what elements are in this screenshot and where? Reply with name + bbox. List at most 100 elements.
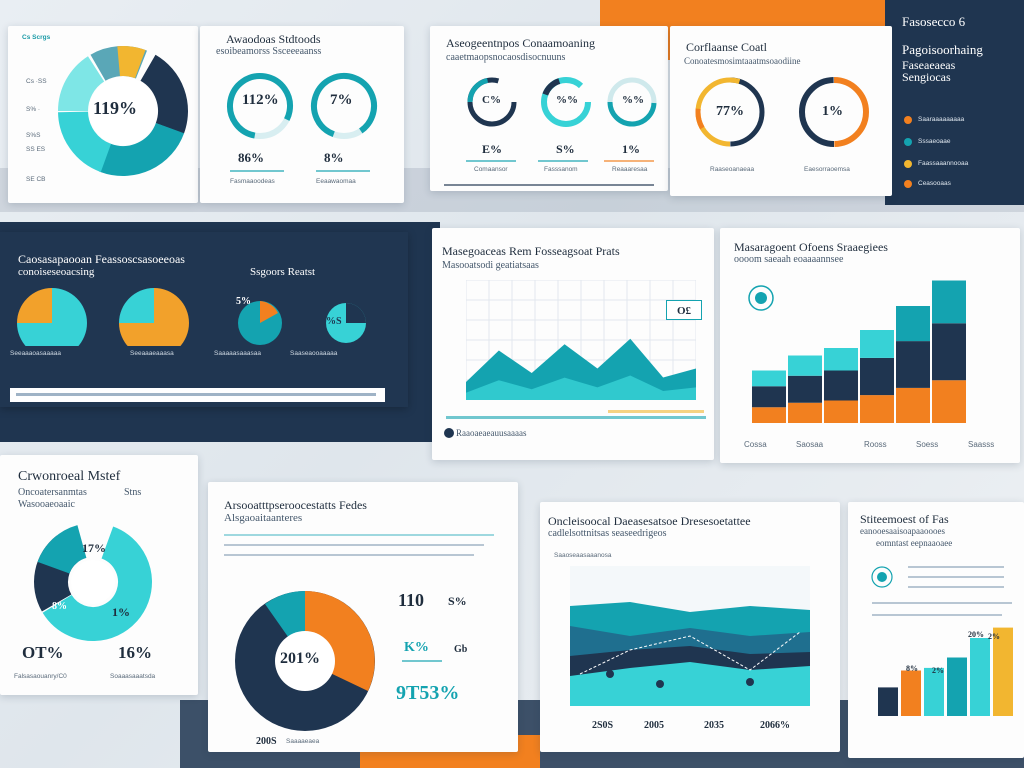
gauge-navy-value: 1% xyxy=(822,104,843,119)
ring-1 xyxy=(467,77,517,127)
radar-icon xyxy=(871,566,893,588)
stat-underline xyxy=(402,660,442,662)
stacked-area-plot xyxy=(570,566,810,706)
stat-caption-2: Soaaasaaatsda xyxy=(110,673,156,680)
card-title: Crwonroeal Mstef xyxy=(18,469,121,484)
chart-footer: Raaoaeaeauusaaaas xyxy=(456,428,527,438)
stat-gb: Gb xyxy=(454,644,468,655)
bar-segment xyxy=(896,341,930,388)
panel-subtitle-3: Sengiocas xyxy=(902,70,951,84)
small-bar xyxy=(901,670,921,716)
ring-2 xyxy=(541,76,592,127)
card-right-heading: Ssgoors Reatst xyxy=(250,266,316,278)
bar-label-1: 8% xyxy=(906,664,918,673)
card-area-chart: Masegoaceas Rem Fosseagsoat Prats Masooa… xyxy=(432,228,714,460)
gauge-left-value: 112% xyxy=(242,92,279,108)
stat-big-2: 16% xyxy=(118,643,152,662)
ring-1-value: C% xyxy=(482,94,501,106)
panel-subtitle: Pagoisoorhaing xyxy=(902,42,983,57)
card-assessment-pie: Arsooatttpseroocestatts Fedes Alsgaoaita… xyxy=(208,482,518,752)
legend-dot-orange xyxy=(904,116,912,124)
divider-left xyxy=(230,170,284,172)
card-compliance: Corflaanse Coatl Conoatesmosimtaaatmsoao… xyxy=(670,26,892,196)
bar-segment xyxy=(752,370,786,387)
footer-icon xyxy=(444,428,454,438)
x-label-3: 2035 xyxy=(704,720,724,731)
axis-bar-2 xyxy=(608,410,704,413)
text-line-3 xyxy=(224,554,474,556)
text-line-e xyxy=(872,614,1002,616)
x-label-4: 2066% xyxy=(760,720,790,731)
x-label-2: 2005 xyxy=(644,720,664,731)
bar-segment xyxy=(860,395,894,423)
x-label-5: Saasss xyxy=(968,440,995,449)
stat-k: K% xyxy=(404,640,429,655)
footer-year: 200S xyxy=(256,736,277,747)
ring-1-stat: E% xyxy=(482,142,503,156)
card-subtitle: eanooesaaisoapaaoooes xyxy=(860,526,945,536)
card-title: Stiteemoest of Fas xyxy=(860,512,949,526)
pie-1-caption: Seeaaaoasaaaaa xyxy=(10,350,61,357)
target-icon xyxy=(748,285,774,311)
card-legend-panel: Fasosecco 6 Pagoisoorhaing Faseaeaeas Se… xyxy=(896,8,1022,198)
card-footer-line xyxy=(444,184,654,186)
gauge-orange-value: 77% xyxy=(716,104,744,119)
card-title: Masegoaceas Rem Fosseagsoat Prats xyxy=(442,244,620,258)
donut-chart-2 xyxy=(34,523,152,641)
gauge-right-value: 7% xyxy=(330,92,353,108)
gauge-left xyxy=(227,73,294,139)
legend-item-2: Sssaeoaae xyxy=(918,138,951,145)
bar-segment xyxy=(752,407,786,423)
pie-4 xyxy=(326,303,366,343)
gauge-orange xyxy=(695,77,765,147)
panel-subtitle-2: Faseaeaeas xyxy=(902,58,956,72)
legend-item-1: Saaraaaaaaaaa xyxy=(918,116,965,123)
ring-3 xyxy=(607,77,657,127)
gauge-navy-caption: Eaesorraoemsa xyxy=(804,166,850,173)
bar-chart-plot xyxy=(752,280,966,423)
card-comparison-dark: Caosasapaooan Feassoscsasoeeoas conoises… xyxy=(0,232,408,407)
donut-center-value: 119% xyxy=(93,98,138,118)
bar-segment xyxy=(932,280,966,324)
legend-item-4: Ceasooaas xyxy=(918,180,951,187)
value-badge-text: O£ xyxy=(676,305,692,317)
card-subtitle: Conoatesmosimtaaatmsoaodiine xyxy=(684,56,801,66)
ring-2-underline xyxy=(538,160,588,162)
ring-2-stat: S% xyxy=(556,142,575,156)
value-badge: O£ xyxy=(666,300,702,320)
card-subtitle: cadlelsottnitsas seaseedrigeos xyxy=(548,528,667,539)
text-line-1 xyxy=(224,534,494,536)
text-line-d xyxy=(872,602,1012,604)
bar-segment xyxy=(932,323,966,381)
bar-segment xyxy=(788,375,822,403)
gauge-orange-caption: Raaseoanaeaa xyxy=(710,166,755,173)
card-title: Awaodoas Stdtoods xyxy=(226,32,321,46)
card-subtitle: Alsgaoaitaanteres xyxy=(224,512,303,524)
area-series-light xyxy=(466,375,696,400)
bar-label-2: 2% xyxy=(932,666,944,675)
card-control-metrics: Crwonroeal Mstef Oncoatersanmtas Stns Wa… xyxy=(0,455,198,695)
small-bar-chart xyxy=(878,627,1013,716)
card-subtitle-2: eomntast eepnaaoaee xyxy=(876,538,953,548)
bar-segment xyxy=(896,387,930,423)
card-title: Caosasapaooan Feassoscsasoeeoas xyxy=(18,252,185,266)
donut-label-3: S%S xyxy=(26,132,41,139)
stat-right-caption: Eeaawaomaa xyxy=(316,178,356,185)
bar-segment xyxy=(824,348,858,371)
bar-segment xyxy=(788,355,822,376)
pie-3-value: 5% xyxy=(236,296,251,307)
card-title: Aseogeentnpos Conaamoaning xyxy=(446,36,595,50)
card-statement: Stiteemoest of Fas eanooesaaisoapaaoooes… xyxy=(848,502,1024,758)
pie-2-caption: Seeaaaeaaasa xyxy=(130,350,174,357)
axis-bar-1 xyxy=(446,416,706,419)
x-label-2: Saosaa xyxy=(796,440,824,449)
donut-chart xyxy=(58,46,188,176)
text-line-b xyxy=(908,576,1004,578)
legend-dot-yellow xyxy=(904,160,912,168)
ring-2-value: %% xyxy=(556,94,578,106)
bar-segment xyxy=(752,386,786,408)
footer-caption: Saaaaeaea xyxy=(286,738,320,745)
card-subtitle-2: Wasooaeoaaic xyxy=(18,499,75,510)
gauge-right xyxy=(311,73,377,139)
pie-3-caption: Saaaaasaaasaa xyxy=(214,350,261,357)
